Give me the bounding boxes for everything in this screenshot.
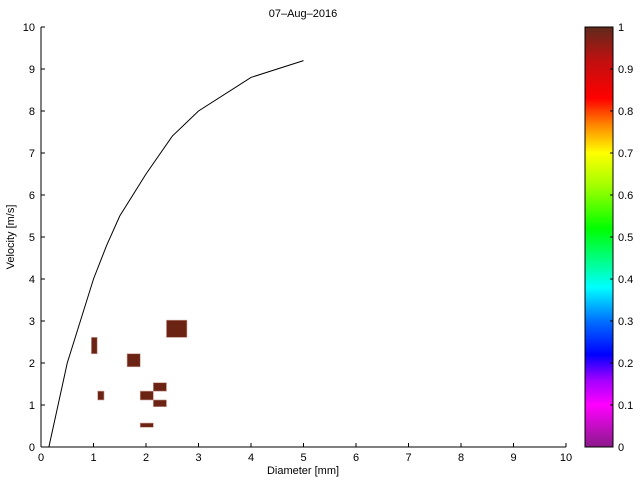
y-tick-label: 4 <box>29 274 35 286</box>
x-tick-label: 0 <box>38 452 44 464</box>
x-tick-label: 4 <box>248 452 254 464</box>
x-tick-label: 7 <box>405 452 411 464</box>
x-tick-label: 10 <box>560 452 572 464</box>
colorbar <box>584 26 614 448</box>
y-tick-label: 7 <box>29 148 35 160</box>
data-cell-1 <box>91 337 98 355</box>
colorbar-tick-label: 0.4 <box>618 274 633 286</box>
x-tick-label: 5 <box>300 452 306 464</box>
x-tick-label: 6 <box>353 452 359 464</box>
colorbar-tick-label: 0.7 <box>618 148 633 160</box>
y-tick-label: 6 <box>29 190 35 202</box>
y-tick-label: 5 <box>29 232 35 244</box>
y-tick-label: 9 <box>29 64 35 76</box>
y-tick-label: 1 <box>29 400 35 412</box>
y-tick-label: 10 <box>23 22 35 34</box>
x-tick-label: 3 <box>195 452 201 464</box>
data-cell-7 <box>139 422 154 428</box>
data-cell-6 <box>153 399 167 407</box>
y-tick-label: 8 <box>29 106 35 118</box>
colorbar-tick-label: 0 <box>618 442 624 454</box>
colorbar-tick-label: 0.5 <box>618 232 633 244</box>
data-cell-4 <box>139 390 154 401</box>
velocity-curve <box>48 60 304 448</box>
chart-title: 07–Aug–2016 <box>269 8 338 20</box>
y-tick-label: 0 <box>29 442 35 454</box>
x-axis-label: Diameter [mm] <box>267 465 339 477</box>
colorbar-tick-label: 0.6 <box>618 190 633 202</box>
y-tick-label: 2 <box>29 358 35 370</box>
data-cell-3 <box>97 390 105 401</box>
colorbar-tick-label: 0.8 <box>618 106 633 118</box>
colorbar-tick-label: 1 <box>618 22 624 34</box>
colorbar-tick-label: 0.3 <box>618 316 633 328</box>
y-axis-label: Velocity [m/s] <box>5 205 17 270</box>
y-tick-label: 3 <box>29 316 35 328</box>
data-cell-0 <box>166 319 188 338</box>
colorbar-tick-label: 0.1 <box>618 400 633 412</box>
colorbar-tick-label: 0.2 <box>618 358 633 370</box>
plot-area <box>41 27 566 447</box>
x-tick-label: 1 <box>90 452 96 464</box>
x-tick-label: 9 <box>510 452 516 464</box>
x-tick-label: 8 <box>458 452 464 464</box>
x-tick-label: 2 <box>143 452 149 464</box>
data-cell-2 <box>126 353 141 368</box>
data-cell-5 <box>153 382 167 392</box>
colorbar-tick-label: 0.9 <box>618 64 633 76</box>
